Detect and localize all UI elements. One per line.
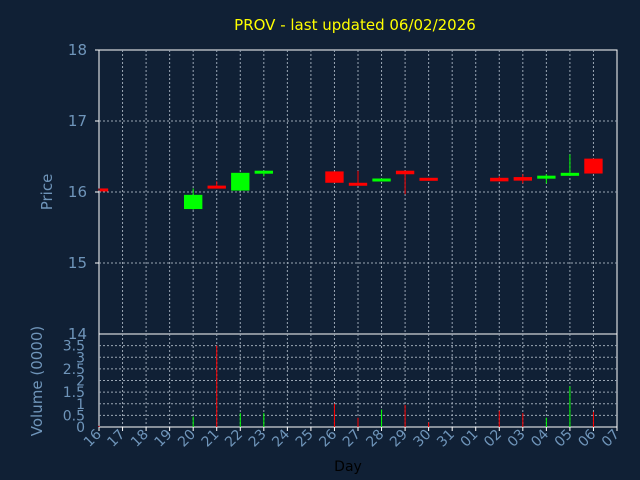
candle-body bbox=[231, 172, 250, 191]
candle-body bbox=[100, 188, 109, 192]
price-tick-label: 17 bbox=[68, 112, 87, 130]
volume-tick-label: 1 bbox=[76, 397, 85, 413]
x-tick-label: 05 bbox=[552, 427, 576, 451]
price-tick-label: 18 bbox=[68, 41, 87, 59]
price-axis-label: Price bbox=[38, 174, 56, 211]
volume-bars bbox=[98, 345, 594, 427]
x-tick-label: 07 bbox=[599, 427, 623, 451]
x-tick-label: 19 bbox=[152, 427, 176, 451]
x-tick-label: 31 bbox=[434, 427, 458, 451]
candle-body bbox=[537, 175, 556, 179]
x-axis-ticks: 16 17 18 19 20 21 22 23 24 25 26 27 28 29 30 31 01 02 03 04… bbox=[81, 426, 623, 450]
volume-axis-label: Volume (0000) bbox=[28, 326, 46, 436]
candle-body bbox=[490, 177, 509, 182]
price-grid bbox=[99, 50, 617, 334]
price-y-ticks: 15 16 17 18 14 bbox=[68, 41, 99, 343]
x-tick-label: 24 bbox=[269, 426, 293, 450]
volume-tick-label: 3 bbox=[76, 350, 85, 366]
price-tick-label: 15 bbox=[68, 254, 87, 272]
candle-body bbox=[372, 178, 391, 182]
candle-body bbox=[348, 182, 368, 186]
candle-body bbox=[419, 177, 438, 181]
volume-tick-label: 2.5 bbox=[63, 362, 85, 378]
volume-panel: 00.511.522.533.5 Volume (0000) bbox=[28, 326, 618, 436]
x-tick-label: 06 bbox=[575, 426, 599, 450]
x-tick-label: 23 bbox=[246, 427, 270, 451]
candle-body bbox=[560, 172, 580, 176]
x-tick-label: 22 bbox=[222, 427, 246, 451]
volume-tick-label: 0.5 bbox=[63, 408, 85, 424]
x-tick-label: 29 bbox=[387, 427, 411, 451]
x-tick-label: 30 bbox=[411, 427, 435, 451]
volume-tick-label: 3.5 bbox=[63, 339, 85, 355]
x-tick-label: 02 bbox=[481, 427, 505, 451]
candle-body bbox=[584, 158, 603, 174]
x-tick-label: 28 bbox=[363, 427, 387, 451]
x-tick-label: 26 bbox=[316, 426, 340, 450]
x-tick-label: 17 bbox=[104, 427, 128, 451]
volume-tick-label: 1.5 bbox=[63, 385, 85, 401]
x-tick-label: 27 bbox=[340, 427, 364, 451]
candle-body bbox=[207, 185, 226, 189]
candle-body bbox=[254, 170, 274, 174]
candle-body bbox=[325, 171, 344, 183]
x-tick-label: 03 bbox=[505, 427, 529, 451]
volume-tick-label: 0 bbox=[76, 420, 85, 436]
volume-tick-label: 2 bbox=[76, 374, 85, 390]
volume-y-ticks: 00.511.522.533.5 bbox=[63, 339, 85, 436]
x-tick-label: 21 bbox=[199, 427, 223, 451]
candle-body bbox=[513, 177, 533, 181]
candle-body bbox=[395, 170, 415, 175]
price-tick-label: 16 bbox=[68, 183, 87, 201]
x-tick-label: 20 bbox=[175, 427, 199, 451]
x-tick-label: 18 bbox=[128, 427, 152, 451]
price-tick-label: 14 bbox=[68, 325, 87, 343]
x-tick-label: 01 bbox=[458, 427, 482, 451]
price-panel: 15 16 17 18 14 Price bbox=[38, 41, 618, 343]
x-tick-label: 25 bbox=[293, 427, 317, 451]
chart-title: PROV - last updated 06/02/2026 bbox=[234, 16, 476, 34]
volume-grid bbox=[99, 334, 617, 427]
x-tick-label: 04 bbox=[528, 426, 552, 450]
candle-body bbox=[183, 194, 203, 210]
x-axis-label: Day bbox=[334, 459, 362, 475]
candles bbox=[98, 154, 603, 210]
